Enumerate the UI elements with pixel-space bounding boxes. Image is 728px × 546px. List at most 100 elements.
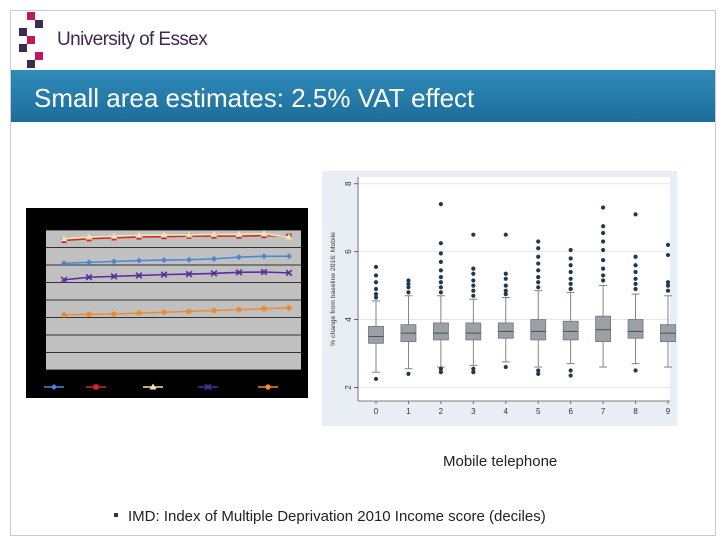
outlier-point bbox=[471, 370, 476, 375]
data-point bbox=[60, 235, 68, 242]
legend-marker bbox=[204, 383, 212, 391]
data-point bbox=[135, 231, 143, 238]
box-4 bbox=[497, 232, 514, 370]
bullet-text: IMD: Index of Multiple Deprivation 2010 … bbox=[128, 508, 546, 525]
outlier-point bbox=[438, 290, 443, 295]
line-series-3 bbox=[60, 268, 293, 284]
y-tick-label: 8 bbox=[344, 181, 353, 186]
outlier-point bbox=[406, 285, 411, 290]
outlier-point bbox=[633, 263, 638, 268]
outlier-point bbox=[601, 205, 606, 210]
data-point bbox=[86, 259, 92, 266]
legend-entry-2 bbox=[143, 383, 163, 390]
outlier-point bbox=[438, 241, 443, 246]
outlier-point bbox=[568, 269, 573, 275]
outlier-point bbox=[536, 261, 541, 266]
outlier-point bbox=[438, 285, 443, 290]
line-chart bbox=[26, 208, 308, 398]
title-bar: Small area estimates: 2.5% VAT effect bbox=[11, 70, 715, 122]
legend-marker bbox=[149, 383, 157, 390]
box-6 bbox=[562, 247, 579, 378]
data-point bbox=[110, 273, 118, 280]
outlier-point bbox=[438, 366, 443, 371]
box-iqr bbox=[432, 322, 449, 341]
outlier-point bbox=[665, 242, 671, 247]
box-iqr bbox=[465, 322, 482, 341]
box-8 bbox=[627, 212, 644, 373]
outlier-point bbox=[633, 212, 638, 217]
outlier-point bbox=[568, 373, 573, 378]
line-series-4 bbox=[61, 305, 292, 318]
legend-entry-3 bbox=[198, 383, 218, 391]
outlier-point bbox=[568, 276, 573, 281]
box-iqr bbox=[627, 319, 644, 339]
outlier-point bbox=[568, 281, 573, 287]
outlier-point bbox=[536, 275, 541, 280]
outlier-point bbox=[601, 278, 606, 283]
data-point bbox=[260, 230, 268, 237]
data-point bbox=[85, 233, 93, 240]
outlier-point bbox=[665, 280, 671, 285]
outlier-point bbox=[601, 273, 606, 278]
box-7 bbox=[595, 205, 612, 368]
data-point bbox=[85, 273, 93, 281]
data-point bbox=[235, 230, 243, 237]
y-tick-label: 6 bbox=[344, 249, 353, 254]
series-line bbox=[63, 233, 290, 240]
outlier-point bbox=[503, 288, 508, 293]
y-tick-label: 2 bbox=[344, 385, 353, 390]
data-point bbox=[61, 260, 67, 267]
series-line bbox=[63, 307, 290, 316]
data-point bbox=[235, 268, 243, 276]
outlier-point bbox=[471, 266, 476, 271]
outlier-point bbox=[503, 276, 508, 281]
outlier-point bbox=[503, 283, 508, 288]
outlier-point bbox=[503, 364, 508, 370]
outlier-point bbox=[471, 232, 476, 237]
data-point bbox=[160, 231, 168, 238]
legend-entry-0 bbox=[44, 384, 64, 390]
data-point bbox=[260, 268, 268, 276]
outlier-point bbox=[601, 266, 606, 271]
data-point bbox=[161, 309, 167, 315]
x-tick-label: 2 bbox=[439, 407, 444, 416]
data-point bbox=[211, 307, 217, 314]
outlier-point bbox=[471, 283, 476, 288]
outlier-point bbox=[633, 254, 638, 259]
outlier-point bbox=[438, 275, 443, 280]
outlier-point bbox=[568, 247, 573, 253]
legend-entry-4 bbox=[258, 384, 278, 390]
outlier-point bbox=[665, 288, 671, 293]
series-line bbox=[63, 234, 290, 242]
data-point bbox=[60, 276, 68, 284]
outlier-point bbox=[471, 271, 476, 276]
data-point bbox=[86, 311, 92, 318]
outlier-point bbox=[568, 286, 573, 292]
outlier-point bbox=[471, 278, 476, 283]
outlier-point bbox=[438, 280, 443, 285]
data-point bbox=[210, 230, 218, 237]
outlier-point bbox=[406, 278, 411, 283]
box-iqr bbox=[368, 325, 384, 344]
university-logo-mark bbox=[19, 12, 43, 68]
x-tick-label: 5 bbox=[536, 407, 541, 416]
box-plot-chart: 2 4 6 8 % change from baseline 2016: Mobile 0… bbox=[322, 171, 677, 426]
box-5 bbox=[530, 239, 547, 376]
box-3 bbox=[465, 232, 482, 375]
outlier-point bbox=[373, 264, 379, 270]
box-iqr bbox=[595, 315, 612, 343]
data-point bbox=[136, 257, 142, 264]
outlier-point bbox=[601, 247, 606, 253]
outlier-point bbox=[633, 286, 638, 292]
outlier-point bbox=[373, 376, 379, 382]
outlier-point bbox=[536, 246, 541, 251]
box-0 bbox=[368, 264, 384, 382]
outlier-point bbox=[536, 239, 541, 244]
data-point bbox=[285, 233, 293, 240]
outlier-point bbox=[633, 269, 638, 275]
x-tick-label: 8 bbox=[633, 407, 638, 416]
data-point bbox=[161, 257, 167, 264]
outlier-point bbox=[536, 280, 541, 285]
data-point bbox=[285, 269, 293, 277]
outlier-point bbox=[633, 368, 638, 373]
